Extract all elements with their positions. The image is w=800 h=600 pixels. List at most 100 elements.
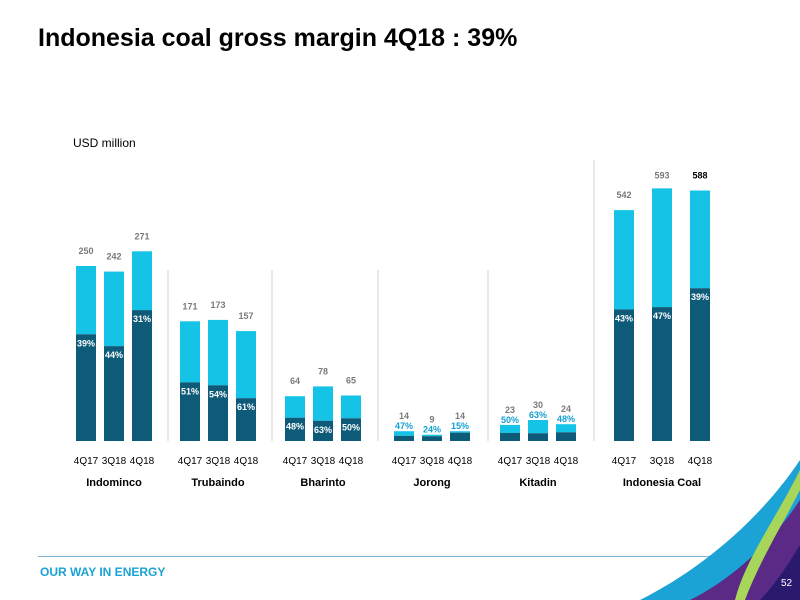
margin-percent-label: 43% [615,313,633,323]
period-tick-label: 4Q17 [74,456,99,467]
group-name-label: Jorong [413,477,450,489]
cost-bar-segment [236,398,256,441]
period-tick-label: 3Q18 [650,456,675,467]
margin-bar-segment [528,420,548,434]
margin-percent-label: 15% [451,421,469,431]
margin-percent-label: 50% [501,415,519,425]
total-value-label: 78 [318,366,328,376]
period-tick-label: 4Q18 [448,456,473,467]
cost-bar-segment [394,435,414,441]
margin-bar-segment [180,321,200,383]
margin-bar-segment [285,396,305,418]
company-tagline: OUR WAY IN ENERGY [40,565,166,579]
margin-percent-label: 48% [286,422,304,432]
total-value-label: 588 [692,171,707,181]
cost-bar-segment [180,382,200,441]
cost-bar-segment [556,432,576,441]
cost-bar-segment [450,432,470,441]
period-tick-label: 4Q18 [339,456,364,467]
period-tick-label: 4Q18 [554,456,579,467]
period-tick-label: 4Q17 [178,456,203,467]
period-tick-label: 4Q18 [688,456,713,467]
margin-percent-label: 61% [237,402,255,412]
unit-label: USD million [73,136,136,150]
footer-divider [38,556,760,557]
group-name-label: Bharinto [300,477,346,489]
cost-bar-segment [422,436,442,441]
total-value-label: 157 [238,311,253,321]
margin-percent-label: 24% [423,425,441,435]
margin-percent-label: 47% [395,421,413,431]
page-number: 52 [781,578,793,589]
total-value-label: 271 [134,231,149,241]
period-tick-label: 3Q18 [102,456,127,467]
cost-bar-segment [614,309,634,441]
total-value-label: 593 [654,170,669,180]
margin-percent-label: 48% [557,414,575,424]
margin-bar-segment [500,424,520,433]
margin-bar-segment [341,395,361,419]
margin-bar-segment [614,210,634,310]
margin-percent-label: 31% [133,314,151,324]
period-tick-label: 4Q17 [612,456,637,467]
period-tick-label: 4Q18 [130,456,155,467]
margin-bar-segment [132,251,152,311]
total-value-label: 30 [533,400,543,410]
margin-bar-segment [422,434,442,437]
cost-bar-segment [341,418,361,441]
cost-bar-segment [132,310,152,441]
margin-bar-segment [208,319,228,386]
cost-bar-segment [208,385,228,441]
cost-bar-segment [500,432,520,441]
period-tick-label: 4Q17 [498,456,523,467]
margin-bar-segment [104,271,124,347]
period-tick-label: 3Q18 [206,456,231,467]
cost-bar-segment [528,433,548,441]
margin-bar-segment [313,386,333,421]
period-tick-label: 3Q18 [420,456,445,467]
margin-bar-segment [450,431,470,433]
margin-bar-segment [556,424,576,433]
margin-percent-label: 63% [529,410,547,420]
period-tick-label: 3Q18 [526,456,551,467]
total-value-label: 542 [616,190,631,200]
total-value-label: 171 [182,301,197,311]
cost-bar-segment [104,346,124,441]
margin-percent-label: 51% [181,386,199,396]
cost-bar-segment [76,334,96,441]
margin-bar-segment [76,266,96,335]
cost-bar-segment [313,420,333,441]
period-tick-label: 4Q17 [283,456,308,467]
margin-percent-label: 39% [77,338,95,348]
slide-title: Indonesia coal gross margin 4Q18 : 39% [38,24,518,52]
margin-percent-label: 47% [653,311,671,321]
total-value-label: 64 [290,376,300,386]
total-value-label: 9 [429,415,434,425]
margin-bar-segment [652,188,672,308]
period-tick-label: 4Q18 [234,456,259,467]
total-value-label: 23 [505,405,515,415]
group-name-label: Kitadin [519,477,557,489]
margin-bar-segment [394,431,414,436]
cost-bar-segment [652,307,672,441]
total-value-label: 250 [78,246,93,256]
cost-bar-segment [690,288,710,441]
margin-percent-label: 63% [314,425,332,435]
margin-bar-segment [236,331,256,399]
group-name-label: Trubaindo [191,477,244,489]
margin-percent-label: 39% [691,292,709,302]
total-value-label: 242 [106,252,121,262]
cost-bar-segment [285,417,305,441]
margin-percent-label: 50% [342,422,360,432]
total-value-label: 14 [455,411,465,421]
margin-percent-label: 44% [105,350,123,360]
group-name-label: Indominco [86,477,142,489]
period-tick-label: 4Q17 [392,456,417,467]
total-value-label: 65 [346,376,356,386]
total-value-label: 24 [561,404,571,414]
total-value-label: 173 [210,300,225,310]
margin-bar-segment [690,190,710,289]
margin-percent-label: 54% [209,389,227,399]
